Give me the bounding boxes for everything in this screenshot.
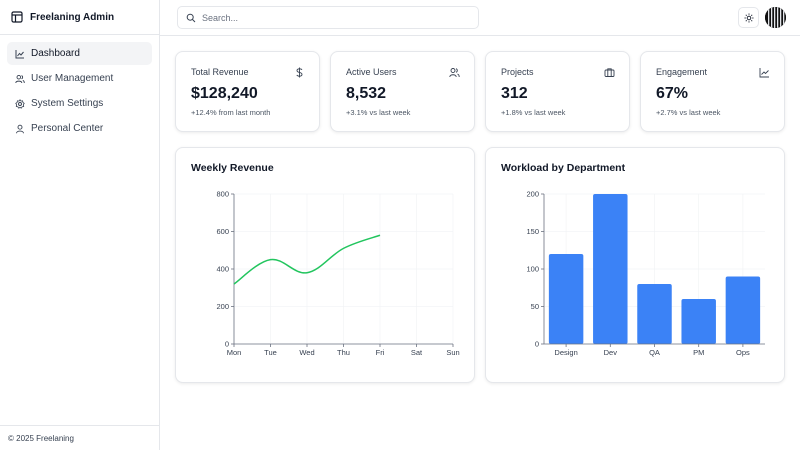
gear-icon <box>15 98 25 109</box>
x-tick-label: Wed <box>299 348 314 357</box>
brand: Freelaning Admin <box>0 0 159 35</box>
chart-title: Weekly Revenue <box>191 162 274 174</box>
y-tick-label: 150 <box>526 227 539 236</box>
stat-label: Projects <box>501 67 534 77</box>
y-tick-label: 50 <box>531 302 539 311</box>
theme-toggle-button[interactable] <box>738 7 759 28</box>
sidebar-item-personal-center[interactable]: Personal Center <box>7 117 152 140</box>
sidebar-item-label: User Management <box>31 73 114 84</box>
x-tick-label: Fri <box>376 348 385 357</box>
sidebar-item-label: System Settings <box>31 98 104 109</box>
y-tick-label: 100 <box>526 265 539 274</box>
x-tick-label: PM <box>693 348 704 357</box>
sidebar-item-label: Dashboard <box>31 48 80 59</box>
x-tick-label: Thu <box>337 348 350 357</box>
search-icon <box>186 13 196 23</box>
avatar[interactable] <box>765 7 786 28</box>
bar-pm <box>681 299 716 344</box>
y-tick-label: 200 <box>526 190 539 199</box>
users-icon <box>449 67 460 78</box>
y-tick-label: 0 <box>535 340 539 349</box>
search-box[interactable] <box>177 6 479 29</box>
stat-value: 8,532 <box>346 85 387 102</box>
workload-chart: 0 50 100 150 200 Design Dev QA PM Ops <box>526 190 765 357</box>
stat-card-engagement: Engagement 67% +2.7% vs last week <box>640 51 785 132</box>
stat-change: +2.7% vs last week <box>656 108 721 117</box>
stat-value: 312 <box>501 85 528 102</box>
weekly-revenue-chart: 0 200 400 600 800 Mon Tue Wed Thu Fri Sat Sun <box>216 190 459 357</box>
bar-ops <box>725 276 761 344</box>
bar-design <box>548 254 584 344</box>
top-header <box>160 0 800 36</box>
stat-card-projects: Projects 312 +1.8% vs last week <box>485 51 630 132</box>
stat-change: +3.1% vs last week <box>346 108 411 117</box>
x-tick-label: Ops <box>736 348 750 357</box>
dollar-icon <box>294 67 305 78</box>
stat-card-active-users: Active Users 8,532 +3.1% vs last week <box>330 51 475 132</box>
x-tick-label: Sat <box>411 348 423 357</box>
sidebar-item-user-management[interactable]: User Management <box>7 67 152 90</box>
y-tick-label: 200 <box>216 302 229 311</box>
sidebar-footer: © 2025 Freelaning <box>0 425 159 450</box>
stat-change: +12.4% from last month <box>191 108 271 117</box>
stat-change: +1.8% vs last week <box>501 108 566 117</box>
bar-dev <box>593 194 628 344</box>
search-input[interactable] <box>202 12 472 23</box>
stat-label: Active Users <box>346 67 397 77</box>
sidebar-item-system-settings[interactable]: System Settings <box>7 92 152 115</box>
workload-card: Workload by Department 0 50 100 150 200 Desig… <box>485 147 785 383</box>
weekly-revenue-card: Weekly Revenue 0 200 400 600 800 Mon Tue Wed Thu… <box>175 147 475 383</box>
sun-icon <box>744 13 754 23</box>
y-tick-label: 600 <box>216 227 229 236</box>
chart-line-icon <box>15 49 25 59</box>
brand-title: Freelaning Admin <box>30 11 115 23</box>
x-tick-label: Sun <box>446 348 459 357</box>
chart-icon <box>759 67 770 78</box>
layout-icon <box>11 11 23 23</box>
x-tick-label: Mon <box>227 348 242 357</box>
stat-value: 67% <box>656 85 689 102</box>
sidebar-nav: Dashboard User Management System Setting… <box>0 35 159 140</box>
stat-label: Engagement <box>656 67 708 77</box>
x-tick-label: Dev <box>604 348 618 357</box>
stat-value: $128,240 <box>191 85 258 102</box>
user-icon <box>15 124 25 134</box>
series-line <box>233 234 381 285</box>
stat-card-total-revenue: Total Revenue $128,240 +12.4% from last … <box>175 51 320 132</box>
stat-label: Total Revenue <box>191 67 249 77</box>
bar-qa <box>637 284 672 344</box>
x-tick-label: QA <box>649 348 660 357</box>
x-tick-label: Tue <box>264 348 277 357</box>
sidebar-item-dashboard[interactable]: Dashboard <box>7 42 152 65</box>
y-tick-label: 400 <box>216 265 229 274</box>
sidebar-item-label: Personal Center <box>31 123 104 134</box>
sidebar: Freelaning Admin Dashboard User Manageme… <box>0 0 160 450</box>
x-tick-label: Design <box>554 348 577 357</box>
briefcase-icon <box>604 67 615 78</box>
y-tick-label: 0 <box>225 340 229 349</box>
users-icon <box>15 74 25 84</box>
chart-title: Workload by Department <box>501 162 626 174</box>
y-tick-label: 800 <box>216 190 229 199</box>
